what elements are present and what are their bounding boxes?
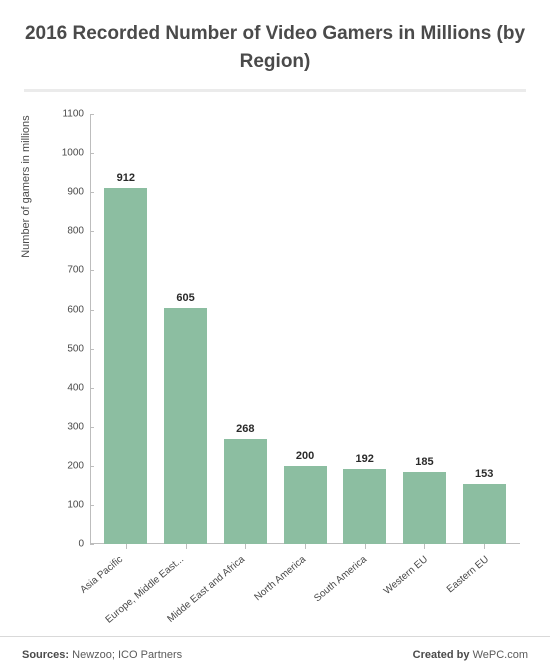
y-tick-label: 1100 [62,109,90,120]
y-tick-label: 700 [67,265,90,276]
bar-rect [403,472,446,544]
x-axis-labels: Asia PacificEurope, Middle East...Midde … [82,544,520,636]
y-tick-label: 900 [67,187,90,198]
x-label-slot: Eastern EU [453,544,514,636]
chart-title: 2016 Recorded Number of Video Gamers in … [18,20,532,75]
bar-rect [284,466,327,544]
bar-rect [104,188,147,545]
bar-rect [164,308,207,545]
y-axis-label: Number of gamers in millions [20,115,32,257]
bar-value-label: 912 [117,172,135,184]
bar-slot: 200 [275,114,335,544]
y-tick-label: 300 [67,421,90,432]
created-by-value: WePC.com [473,649,528,661]
y-tick-label: 400 [67,382,90,393]
chart-container: 2016 Recorded Number of Video Gamers in … [0,0,550,664]
x-axis-category-label: Asia Pacific [79,554,126,596]
sources-value: Newzoo; ICO Partners [72,649,182,661]
bar-slot: 268 [215,114,275,544]
bar-rect [224,439,267,544]
bar-slot: 605 [156,114,216,544]
bar-slot: 153 [454,114,514,544]
chart-plot-area: Number of gamers in millions 01002003004… [26,114,520,544]
bar-rect [343,469,386,544]
title-divider [24,89,526,92]
bar-value-label: 200 [296,450,314,462]
y-tick-label: 200 [67,460,90,471]
bar-slot: 912 [96,114,156,544]
y-tick-label: 600 [67,304,90,315]
sources-label: Sources: [22,649,69,661]
bar-value-label: 185 [415,456,433,468]
created-by-label: Created by [413,649,470,661]
bars-group: 912 605 268 200 192 185 153 [90,114,520,544]
bar-slot: 185 [395,114,455,544]
y-tick-label: 100 [67,500,90,511]
y-tick-label: 500 [67,343,90,354]
y-tick-label: 800 [67,226,90,237]
bar-value-label: 605 [176,292,194,304]
created-by-text: Created by WePC.com [413,649,528,661]
sources-text: Sources: Newzoo; ICO Partners [22,649,182,661]
x-label-slot: Western EU [392,544,453,636]
bar-value-label: 153 [475,468,493,480]
bar-value-label: 268 [236,423,254,435]
plot-region: 010020030040050060070080090010001100 912… [90,114,520,544]
bar-rect [463,484,506,544]
chart-footer: Sources: Newzoo; ICO Partners Created by… [18,637,532,661]
y-tick-label: 1000 [62,148,90,159]
bar-slot: 192 [335,114,395,544]
bar-value-label: 192 [356,453,374,465]
